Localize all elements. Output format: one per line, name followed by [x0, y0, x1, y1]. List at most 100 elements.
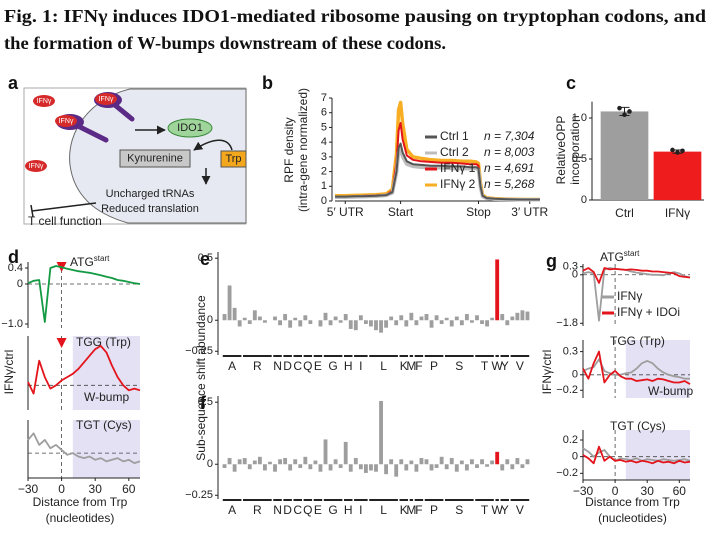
panel-label: c	[566, 73, 576, 93]
bar	[424, 459, 429, 465]
bar	[424, 314, 429, 321]
bar	[454, 464, 459, 472]
ligand-label: IFNγ	[37, 98, 52, 105]
ligand-label: IFNγ	[29, 163, 44, 170]
group-label: T	[481, 359, 489, 373]
bar	[283, 458, 288, 465]
bar	[288, 320, 293, 328]
bar	[374, 464, 378, 472]
y-axis-title: IFNγ/ctrl	[540, 350, 554, 395]
inhibition	[30, 202, 97, 218]
title-superscript: start	[624, 249, 640, 258]
bar	[439, 456, 444, 465]
group-label: H	[344, 503, 353, 517]
bar	[515, 458, 520, 465]
group-label: E	[314, 503, 322, 517]
figure-title: Fig. 1: IFNγ induces IDO1-mediated ribos…	[4, 6, 706, 26]
y-tick-label: 0	[572, 269, 578, 281]
title-superscript: start	[94, 254, 110, 263]
bar	[328, 464, 333, 471]
bar	[379, 400, 383, 465]
bar	[475, 464, 479, 468]
bar	[308, 464, 313, 470]
bar	[369, 464, 373, 471]
bar	[409, 460, 414, 465]
group-label: K	[400, 359, 408, 373]
group-label: M	[406, 503, 416, 517]
bar	[222, 314, 227, 321]
y-tick-label: 7	[321, 92, 327, 104]
group-label: D	[283, 359, 292, 373]
y-tick-label: −0.2	[556, 384, 578, 396]
bar	[389, 459, 394, 465]
product-label: Kynurenine	[127, 152, 183, 164]
data-point	[670, 147, 675, 153]
bar	[399, 459, 404, 465]
bar	[363, 464, 368, 473]
panel-a-diagram: a IFNγ IFNγ IFNγ IFNγ IDO1 Kynurenine Tr…	[8, 73, 247, 228]
x-tick-label: −30	[573, 484, 594, 498]
group-label: Y	[501, 359, 509, 373]
bar	[227, 458, 232, 465]
y-tick-label: −0.25	[185, 345, 213, 357]
ligand	[33, 95, 55, 107]
y-tick-label: 0	[207, 314, 213, 326]
group-label: Q	[303, 359, 312, 373]
group-label: Q	[303, 503, 312, 517]
shaded-region	[72, 336, 140, 410]
bar	[394, 320, 399, 326]
group-label: V	[516, 359, 524, 373]
bar	[343, 314, 348, 321]
group-label: H	[344, 359, 353, 373]
x-tick-label: Start	[388, 205, 414, 219]
bar	[303, 315, 308, 321]
x-tick-label: 60	[122, 482, 136, 496]
bar	[308, 320, 313, 324]
product-box	[119, 149, 191, 168]
bar	[490, 317, 495, 321]
y-tick-label: 0.5	[198, 396, 213, 408]
title-text: TGG (Trp)	[76, 335, 131, 349]
bar	[464, 314, 469, 321]
group-label: C	[293, 503, 302, 517]
y-axis-title: RPF density	[282, 117, 296, 182]
bar	[429, 320, 434, 328]
data-point	[675, 150, 680, 155]
ligand	[25, 160, 47, 172]
group-label: D	[283, 503, 292, 517]
bar	[449, 458, 454, 465]
y-tick-label: 3	[321, 151, 327, 163]
y-tick-label: 4	[321, 136, 327, 148]
bar	[262, 464, 267, 471]
bar	[257, 316, 262, 321]
legend-count: n = 7,304	[484, 129, 535, 143]
series-line	[582, 267, 691, 284]
bar	[338, 464, 343, 468]
y-tick-label: 0.5	[572, 153, 587, 165]
bar	[227, 285, 232, 321]
x-tick-label: IFNγ	[665, 206, 690, 220]
group-label: V	[516, 503, 524, 517]
bar	[293, 317, 298, 321]
legend-label: IFNγ 2	[440, 177, 476, 191]
series-line	[27, 432, 141, 464]
title-text: ATG	[600, 250, 624, 264]
bar	[333, 316, 338, 321]
title-text: TGG (Trp)	[610, 334, 665, 348]
bar	[318, 464, 323, 472]
group-label: E	[314, 359, 322, 373]
y-tick-label: 0	[321, 195, 327, 207]
series-line	[27, 265, 141, 323]
title-text: TGT (Cys)	[76, 418, 132, 432]
y-tick-label: 0.4	[8, 262, 23, 274]
x-tick-label: 60	[673, 484, 687, 498]
bar	[470, 459, 474, 465]
group-label: T	[481, 503, 489, 517]
y-tick-label: −1.8	[556, 317, 578, 329]
bar	[480, 459, 484, 465]
bar	[459, 460, 464, 465]
group-label: F	[415, 503, 422, 517]
bar	[485, 464, 490, 467]
bar	[500, 464, 505, 471]
group-label: P	[430, 359, 438, 373]
